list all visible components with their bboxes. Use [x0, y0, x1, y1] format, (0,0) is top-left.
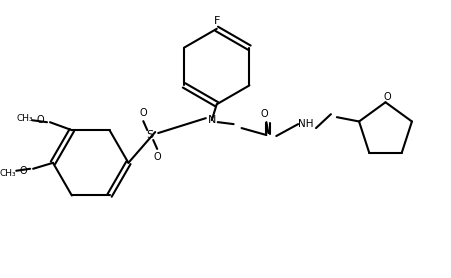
Text: O: O — [139, 108, 147, 118]
Text: O: O — [36, 115, 44, 125]
Text: S: S — [147, 130, 153, 140]
Text: CH₃: CH₃ — [0, 169, 17, 178]
Text: O: O — [383, 92, 391, 102]
Text: F: F — [213, 16, 220, 26]
Text: O: O — [260, 109, 267, 119]
Text: CH₃: CH₃ — [17, 114, 33, 123]
Text: O: O — [153, 152, 161, 162]
Text: NH: NH — [298, 119, 313, 129]
Text: O: O — [19, 166, 27, 176]
Text: N: N — [207, 115, 216, 125]
